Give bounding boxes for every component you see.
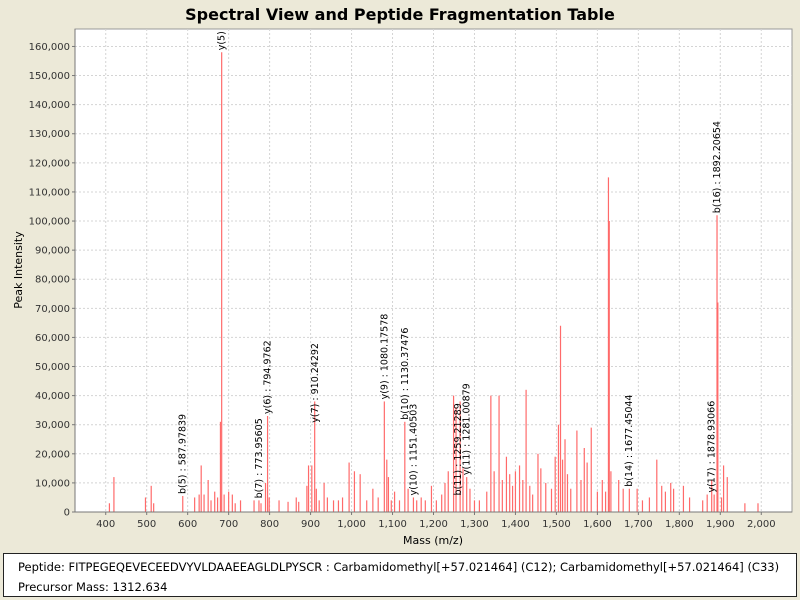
y-tick-label: 10,000 (35, 478, 70, 489)
y-tick-label: 0 (64, 508, 70, 519)
x-tick-label: 1,700 (624, 519, 653, 530)
x-tick-label: 900 (301, 519, 320, 530)
x-tick-label: 600 (178, 519, 197, 530)
peak-annotation: b(5) : 587.97839 (178, 414, 189, 494)
x-tick-label: 700 (219, 519, 238, 530)
x-tick-label: 2,000 (747, 519, 776, 530)
y-tick-label: 110,000 (29, 187, 70, 198)
peak-annotation: y(9) : 1080.17578 (379, 314, 390, 400)
y-tick-label: 160,000 (29, 42, 70, 53)
x-tick-label: 1,200 (419, 519, 448, 530)
peak-annotation: y(11) : 1281.00879 (462, 383, 473, 475)
peak-annotation: y(7) : 910.24292 (310, 343, 321, 423)
y-tick-label: 140,000 (29, 100, 70, 111)
y-tick-label: 70,000 (35, 304, 70, 315)
y-tick-label: 40,000 (35, 391, 70, 402)
chart-title: Spectral View and Peptide Fragmentation … (185, 5, 615, 24)
peak-annotation: b(11) : 1259.21289 (453, 403, 464, 495)
y-tick-label: 30,000 (35, 420, 70, 431)
y-tick-label: 50,000 (35, 362, 70, 373)
x-tick-label: 1,400 (501, 519, 530, 530)
peak-bars (108, 52, 759, 512)
x-tick-label: 1,600 (583, 519, 612, 530)
spectrum-chart: Spectral View and Peptide Fragmentation … (12, 5, 793, 547)
peak-annotation: b(14) : 1677.45044 (624, 395, 635, 487)
x-tick-label: 1,800 (665, 519, 694, 530)
peak-annotations: b(5) : 587.97839 y(5) b(7) : 773.95605 y(6)… (178, 31, 723, 498)
x-tick-label: 1,500 (542, 519, 571, 530)
peak-annotation: b(10) : 1130.37476 (400, 328, 411, 420)
x-axis-label: Mass (m/z) (403, 534, 463, 547)
x-tick-label: 800 (260, 519, 279, 530)
peak-annotation: y(6) : 794.9762 (263, 340, 274, 414)
peak-annotation: y(17) : 1878.93066 (707, 401, 718, 493)
peak-annotation: b(16) : 1892.20654 (712, 121, 723, 213)
y-tick-label: 120,000 (29, 158, 70, 169)
y-tick-label: 20,000 (35, 449, 70, 460)
peak-annotation: y(5) (217, 31, 228, 50)
peak-annotation: y(10) : 1151.40503 (409, 404, 420, 496)
axes: 400 500 600 700 800 900 1,000 1,100 1,200 1,300 1,… (29, 29, 792, 530)
precursor-mass-text: Precursor Mass: 1312.634 (18, 580, 168, 594)
peptide-text: Peptide: FITPEGEQEVECEEDVYVLDAAEEAGLDLPY… (18, 560, 780, 574)
y-tick-label: 130,000 (29, 129, 70, 140)
x-tick-label: 400 (96, 519, 115, 530)
x-tick-label: 1,900 (706, 519, 735, 530)
y-tick-label: 150,000 (29, 71, 70, 82)
x-tick-label: 1,300 (460, 519, 489, 530)
x-tick-label: 500 (137, 519, 156, 530)
y-tick-label: 80,000 (35, 275, 70, 286)
peptide-info-box: Peptide: FITPEGEQEVECEEDVYVLDAAEEAGLDLPY… (3, 553, 797, 597)
grid-lines (75, 29, 792, 513)
y-tick-label: 90,000 (35, 246, 70, 257)
y-tick-label: 60,000 (35, 333, 70, 344)
x-tick-label: 1,100 (378, 519, 407, 530)
peak-annotation: b(7) : 773.95605 (254, 418, 265, 498)
y-tick-label: 100,000 (29, 217, 70, 228)
y-axis-label: Peak Intensity (12, 231, 25, 309)
x-tick-label: 1,000 (337, 519, 366, 530)
